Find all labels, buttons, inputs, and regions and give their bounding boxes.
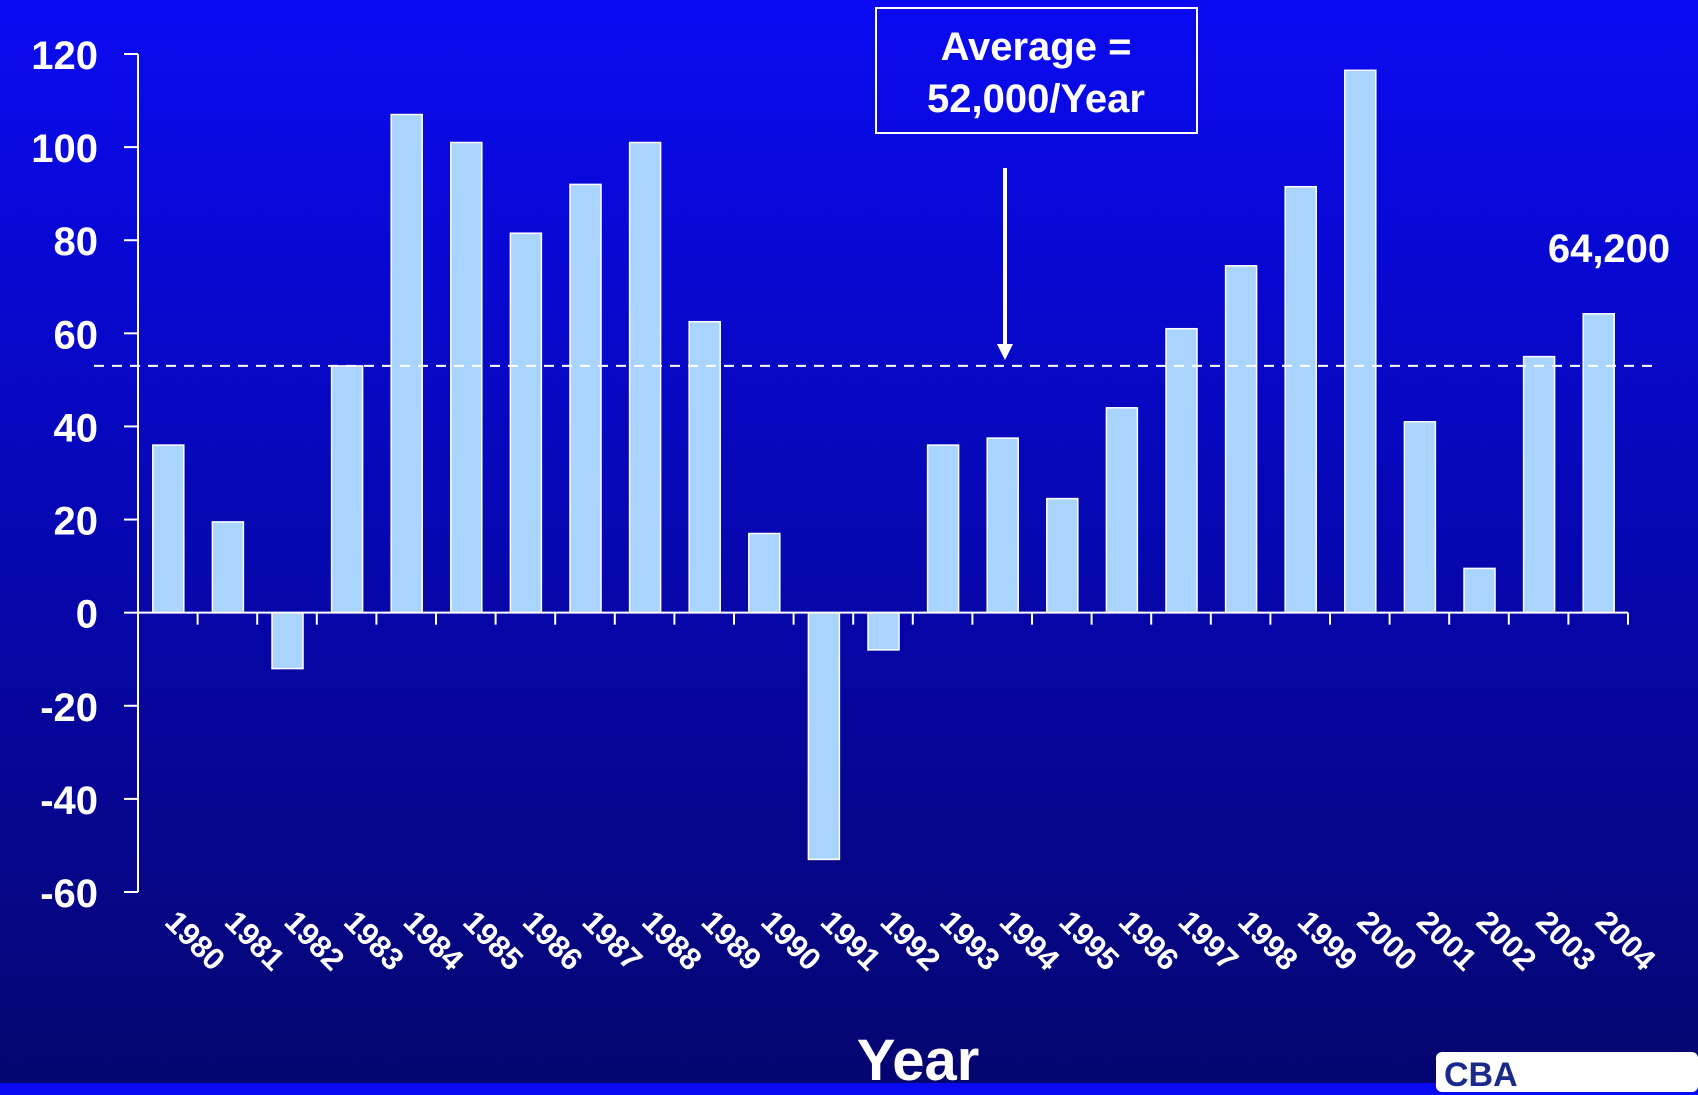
bar-1983 <box>330 365 364 614</box>
x-tick-label-2004: 2004 <box>1589 904 1663 978</box>
y-tick-label: 40 <box>54 406 99 450</box>
y-tick-label: -40 <box>40 779 98 823</box>
y-tick-label: -60 <box>40 872 98 916</box>
bar-1980 <box>152 444 185 614</box>
x-tick-label-1998: 1998 <box>1231 904 1305 978</box>
bar-2002 <box>1463 567 1496 614</box>
y-tick-label: 100 <box>31 127 98 171</box>
x-tick-label-1991: 1991 <box>814 904 888 978</box>
bar-1995 <box>1046 497 1079 614</box>
x-tick-label-1988: 1988 <box>635 904 709 978</box>
x-tick-label-1984: 1984 <box>397 904 471 978</box>
x-tick-label-1981: 1981 <box>218 904 292 978</box>
y-tick-label: 60 <box>54 313 99 357</box>
x-tick-label-1996: 1996 <box>1112 904 1186 978</box>
y-tick-label: 20 <box>54 500 99 544</box>
logo-mark: CBA <box>1444 1056 1518 1094</box>
bar-1998 <box>1224 265 1258 614</box>
x-tick-label-1999: 1999 <box>1291 904 1365 978</box>
bar-2000 <box>1344 69 1377 614</box>
x-axis-title: Year <box>857 1028 980 1083</box>
bar-2003 <box>1522 355 1556 614</box>
bar-1985 <box>450 141 483 614</box>
bar-1982 <box>271 611 304 670</box>
bar-1987 <box>569 183 602 614</box>
bars-group <box>152 69 1615 861</box>
bar-1993 <box>926 444 960 614</box>
logo: CBA <box>1436 1052 1698 1094</box>
y-tick-label: 120 <box>31 34 98 78</box>
bar-1989 <box>688 320 721 614</box>
bar-1999 <box>1284 185 1317 614</box>
x-tick-label-1995: 1995 <box>1052 904 1126 978</box>
bar-1984 <box>390 113 423 614</box>
bar-1996 <box>1105 407 1139 614</box>
x-tick-label-2003: 2003 <box>1529 904 1603 978</box>
x-tick-label-1980: 1980 <box>158 904 232 978</box>
axes-group <box>124 53 1629 893</box>
bar-1986 <box>509 232 543 614</box>
x-tick-label-2000: 2000 <box>1350 904 1424 978</box>
bar-1992 <box>867 611 900 651</box>
x-tick-label-1990: 1990 <box>754 904 828 978</box>
x-tick-label-1994: 1994 <box>993 904 1067 978</box>
bar-1991 <box>807 611 841 861</box>
average-annotation: Average = 52,000/Year <box>875 7 1198 360</box>
average-arrowhead <box>997 344 1013 360</box>
bar-1994 <box>986 437 1019 614</box>
x-tick-label-1992: 1992 <box>874 904 948 978</box>
bar-1981 <box>211 521 245 614</box>
x-tick-label-2002: 2002 <box>1470 904 1544 978</box>
x-tick-label-1982: 1982 <box>278 904 352 978</box>
y-tick-label: -20 <box>40 686 98 730</box>
y-tick-label: 0 <box>76 593 98 637</box>
x-tick-label-1997: 1997 <box>1172 904 1246 978</box>
x-tick-labels: 1980198119821983198419851986198719881989… <box>158 904 1662 978</box>
x-tick-label-1989: 1989 <box>695 904 769 978</box>
bar-2004 <box>1582 313 1615 614</box>
last-value-label: 64,200 <box>1548 227 1670 271</box>
x-tick-label-1986: 1986 <box>516 904 590 978</box>
x-tick-label-1987: 1987 <box>576 904 650 978</box>
bar-1990 <box>748 532 781 614</box>
average-box-line-1: Average = <box>941 25 1132 69</box>
x-tick-label-1983: 1983 <box>337 904 411 978</box>
bar-2001 <box>1403 421 1437 614</box>
bar-1988 <box>628 141 662 614</box>
bar-1997 <box>1165 327 1198 614</box>
y-tick-labels: 120 100 80 60 40 20 0 -20 -40 -60 <box>31 34 98 916</box>
x-tick-label-1985: 1985 <box>456 904 530 978</box>
average-box-line-2: 52,000/Year <box>927 77 1145 121</box>
x-tick-label-2001: 2001 <box>1410 904 1484 978</box>
y-tick-label: 80 <box>54 220 99 264</box>
x-tick-label-1993: 1993 <box>933 904 1007 978</box>
